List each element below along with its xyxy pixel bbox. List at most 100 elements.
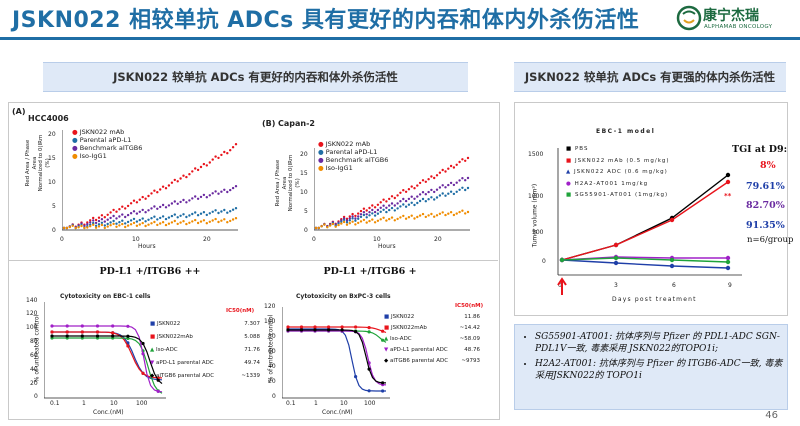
right-section-title: JSKN022 较单抗 ADCs 有更强的体内杀伤活性: [514, 62, 786, 92]
series-point: [164, 223, 168, 227]
series-point: [435, 214, 439, 217]
legend-item: ▼ aPD-L1 parental ADC 49.74: [150, 360, 260, 366]
series-point: [725, 259, 731, 265]
series-point: [141, 371, 145, 375]
series-point: [86, 223, 89, 226]
series-point: [226, 152, 229, 155]
series-point: [427, 190, 430, 194]
series-point: [365, 221, 368, 224]
series-point: [340, 222, 343, 225]
dosing-arrow-icon: [557, 277, 567, 295]
panel-a-xtick: 0: [60, 236, 64, 243]
series-point: [404, 190, 408, 193]
series-point: [461, 177, 464, 180]
legend-item: ◆ aITGB6 parental ADC ~9793: [384, 358, 480, 364]
series-point: [129, 223, 133, 226]
series-point: [135, 220, 139, 223]
series-point: [124, 222, 127, 225]
series-point: [89, 221, 92, 224]
panel-a-xtick: 20: [203, 236, 211, 243]
series-point: [399, 216, 402, 219]
series-point: [144, 211, 147, 214]
series-point: [159, 205, 162, 209]
series-point: [421, 197, 425, 201]
series-point: [331, 222, 335, 226]
panel-b-ytick: 0: [304, 227, 308, 234]
series-point: [371, 212, 374, 215]
series-point: [725, 265, 731, 271]
series-point: [348, 215, 351, 218]
series-point: [340, 220, 343, 223]
series-point: [231, 208, 235, 211]
series-point: [354, 214, 357, 218]
series-point: [390, 216, 394, 219]
series-point: [124, 207, 127, 210]
panel-d-xtick: 10: [340, 400, 348, 407]
series-point: [176, 216, 179, 219]
series-point: [147, 223, 150, 226]
series-point: [176, 202, 179, 205]
panel-a-tag: (A): [12, 107, 26, 116]
series-point: [357, 215, 360, 218]
series-point: [452, 183, 456, 187]
panel-a-chart: [62, 130, 238, 231]
series-point: [173, 213, 176, 216]
series-point: [466, 210, 470, 214]
series-point: [234, 185, 238, 188]
series-point: [367, 326, 371, 330]
series-point: [126, 334, 130, 338]
significance-mark: **: [724, 192, 732, 200]
series-point: [109, 224, 112, 227]
series-point: [351, 215, 354, 218]
series-point: [103, 224, 106, 227]
series-point: [138, 223, 141, 226]
panel-b-ytick: 20: [300, 151, 308, 158]
series-point: [188, 173, 191, 176]
in-vivo-ytick: 1000: [528, 193, 544, 200]
series-point: [164, 206, 168, 209]
series-point: [381, 338, 385, 342]
panel-a-cell-line: HCC4006: [28, 114, 69, 123]
tgi-value: 91.35%: [746, 220, 785, 231]
series-point: [196, 197, 200, 200]
series-point: [396, 202, 399, 205]
series-point: [65, 226, 69, 230]
legend-item: ● Benchmark aITGB6: [318, 156, 389, 164]
panel-c-legend: ■ JSKN022 7.307 ■ JSKN022mAb 5.088 ▲ Iso-A…: [150, 321, 260, 386]
series-point: [80, 334, 84, 338]
panel-c-ytick: 40: [30, 366, 38, 373]
series-point: [234, 207, 238, 210]
series-point: [427, 178, 430, 181]
series-point: [97, 219, 101, 223]
series-point: [231, 218, 235, 221]
panel-divider: [8, 260, 498, 261]
series-point: [80, 324, 84, 328]
series-point: [351, 212, 354, 216]
methods-note-box: SG55901-AT001: 抗体序列与 Pfizer 的 PDL1-ADC S…: [514, 324, 788, 410]
series-point: [388, 208, 391, 212]
series-point: [365, 209, 368, 212]
series-point: [211, 158, 214, 161]
panel-d-ytick: 40: [268, 363, 276, 370]
series-point: [121, 213, 124, 216]
series-point: [50, 330, 54, 334]
series-point: [211, 192, 214, 195]
in-vivo-xtick: 6: [672, 282, 676, 289]
legend-item: ■ JSKN022mAb ~14.42: [384, 325, 480, 331]
series-point: [416, 184, 419, 187]
series-point: [126, 220, 130, 224]
series-point: [385, 219, 388, 222]
series-point: [314, 226, 318, 230]
series-point: [359, 215, 363, 219]
page-title: JSKN022 相较单抗 ADCs 具有更好的内吞和体内外杀伤活性: [12, 8, 640, 33]
series-point: [367, 389, 371, 393]
panel-d-ytick: 80: [268, 333, 276, 340]
in-vivo-ytick: 500: [532, 229, 544, 236]
series-point: [416, 201, 419, 205]
panel-c-xlabel: Conc.(nM): [93, 409, 124, 416]
series-point: [379, 201, 382, 204]
series-point: [466, 156, 470, 160]
legend-item: ● H2A2-AT001 1mg/kg: [566, 180, 649, 187]
series-point: [196, 168, 200, 172]
panel-d-ytick: 100: [264, 318, 276, 325]
